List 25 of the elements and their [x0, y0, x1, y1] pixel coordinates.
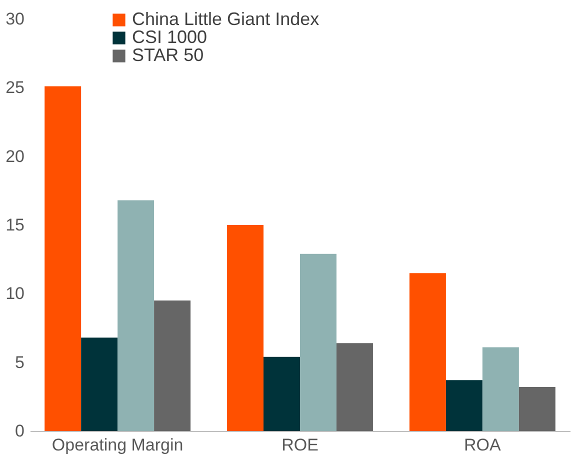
bar — [300, 254, 336, 431]
x-tick-label: ROA — [464, 436, 502, 454]
bar — [264, 356, 300, 431]
y-tick-label: 15 — [6, 216, 24, 234]
y-tick-label: 10 — [6, 284, 24, 304]
y-tick-label: 0 — [15, 422, 24, 440]
x-tick-label: Operating Margin — [52, 436, 184, 454]
bar — [446, 380, 482, 431]
bar — [336, 343, 373, 431]
y-tick-label: 20 — [6, 146, 24, 166]
legend-label: China Little Giant Index — [132, 9, 320, 29]
y-tick-label: 30 — [6, 10, 24, 28]
bar — [409, 273, 446, 431]
bar — [154, 300, 191, 431]
x-tick-label: ROE — [282, 436, 318, 454]
bar — [81, 338, 118, 431]
legend-label: CSI 1000 — [132, 27, 208, 47]
legend-label: STAR 50 — [132, 45, 204, 65]
y-tick-label: 5 — [15, 352, 24, 372]
bar — [227, 225, 264, 431]
y-tick-label: 25 — [6, 78, 24, 98]
bar — [518, 387, 556, 431]
bar — [118, 200, 154, 431]
bar — [482, 347, 519, 431]
bar — [44, 86, 82, 431]
